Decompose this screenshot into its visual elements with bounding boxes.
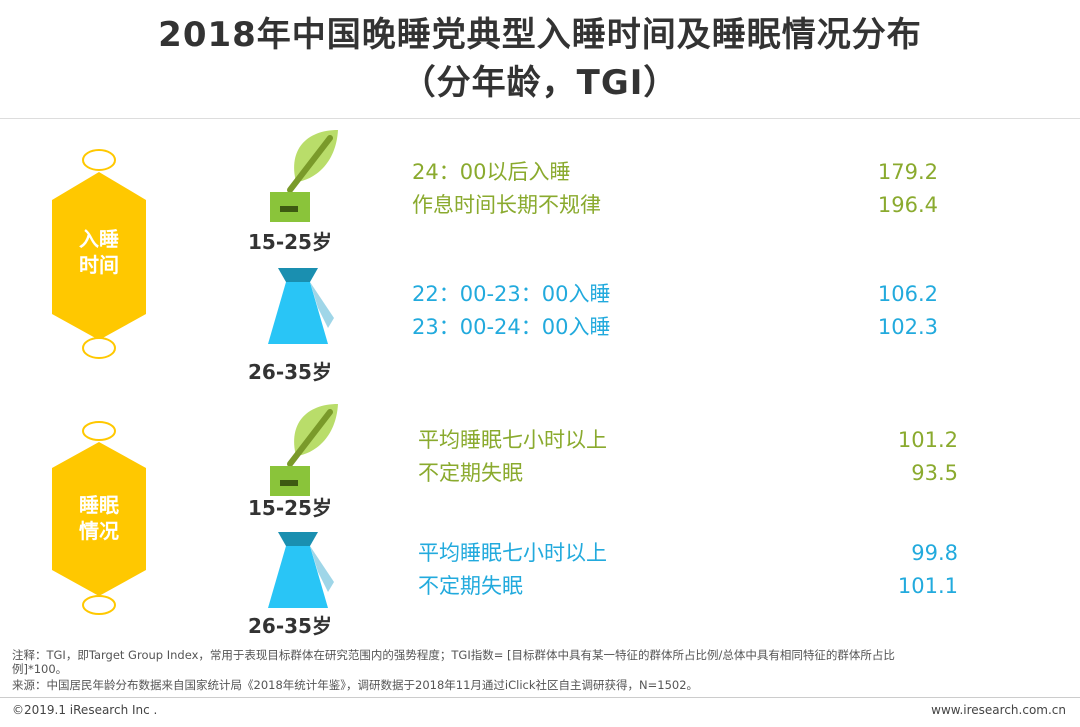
badge-sleep-time-line1: 入睡 bbox=[79, 227, 119, 251]
row-value: 101.2 bbox=[897, 428, 958, 452]
page-subtitle: （分年龄，TGI） bbox=[401, 63, 679, 103]
tie-icon bbox=[262, 268, 338, 356]
note-line-1: 注释：TGI，即Target Group Index，常用于表现目标群体在研究范… bbox=[12, 648, 895, 662]
age-label-26-35-b: 26-35岁 bbox=[248, 614, 332, 638]
age-label-26-35-a: 26-35岁 bbox=[248, 360, 332, 384]
page-title: 2018年中国晚睡党典型入睡时间及睡眠情况分布 bbox=[158, 15, 922, 55]
footer-copyright: ©2019.1 iResearch Inc . bbox=[12, 703, 158, 717]
source-line: 来源：中国居民年龄分布数据来自国家统计局《2018年统计年鉴》，调研数据于201… bbox=[12, 678, 699, 692]
badge-sleep-status-line2: 情况 bbox=[79, 519, 119, 543]
note-line-2: 例]*100。 bbox=[12, 662, 68, 676]
badge-sleep-time: 入睡 时间 bbox=[52, 148, 146, 360]
row-label: 22：00-23：00入睡 bbox=[412, 282, 611, 306]
leaf-pen-icon-2 bbox=[266, 402, 342, 502]
row-label: 不定期失眠 bbox=[418, 461, 523, 485]
badge-sleep-status-line1: 睡眠 bbox=[79, 493, 119, 517]
footer-divider bbox=[0, 697, 1080, 698]
row-value: 102.3 bbox=[877, 315, 938, 339]
badge-sleep-time-line2: 时间 bbox=[79, 253, 119, 277]
row-value: 196.4 bbox=[877, 193, 938, 217]
age-label-15-25-b: 15-25岁 bbox=[248, 496, 332, 520]
row-label: 平均睡眠七小时以上 bbox=[418, 428, 607, 452]
footer-website[interactable]: www.iresearch.com.cn bbox=[931, 703, 1066, 717]
row-value: 99.8 bbox=[911, 541, 958, 565]
age-label-15-25-a: 15-25岁 bbox=[248, 230, 332, 254]
row-label: 23：00-24：00入睡 bbox=[412, 315, 611, 339]
leaf-pen-icon bbox=[266, 128, 342, 228]
title-divider bbox=[0, 118, 1080, 119]
tie-icon-2 bbox=[262, 532, 338, 620]
row-value: 93.5 bbox=[911, 461, 958, 485]
row-label: 作息时间长期不规律 bbox=[412, 193, 601, 217]
row-value: 179.2 bbox=[877, 160, 938, 184]
row-label: 不定期失眠 bbox=[418, 574, 523, 598]
row-value: 101.1 bbox=[897, 574, 958, 598]
row-label: 平均睡眠七小时以上 bbox=[418, 541, 607, 565]
badge-sleep-status: 睡眠 情况 bbox=[52, 420, 146, 616]
row-label: 24：00以后入睡 bbox=[412, 160, 571, 184]
row-value: 106.2 bbox=[877, 282, 938, 306]
